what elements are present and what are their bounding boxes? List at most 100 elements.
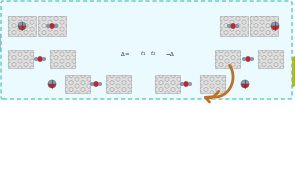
Circle shape [73, 67, 75, 70]
Circle shape [60, 84, 62, 86]
Circle shape [99, 67, 101, 70]
Circle shape [257, 75, 260, 77]
Bar [220, 16, 248, 36]
Circle shape [60, 75, 62, 77]
Circle shape [112, 66, 114, 68]
Circle shape [114, 67, 117, 70]
Circle shape [169, 75, 171, 77]
Circle shape [242, 72, 244, 74]
Circle shape [250, 79, 252, 82]
Circle shape [244, 67, 247, 70]
Circle shape [101, 66, 104, 68]
Circle shape [75, 81, 78, 83]
Circle shape [47, 70, 49, 73]
Polygon shape [8, 74, 12, 77]
Circle shape [101, 81, 104, 83]
Circle shape [242, 75, 244, 77]
Circle shape [114, 85, 117, 88]
Circle shape [96, 75, 99, 77]
Circle shape [218, 70, 221, 73]
Bar [5, 64, 290, 89]
Circle shape [68, 85, 70, 88]
Circle shape [226, 81, 229, 83]
Circle shape [255, 79, 257, 82]
Circle shape [244, 76, 247, 79]
Polygon shape [8, 80, 12, 83]
Circle shape [119, 67, 122, 70]
Circle shape [179, 66, 182, 68]
FancyArrowPatch shape [205, 91, 219, 102]
Circle shape [187, 79, 190, 82]
Circle shape [195, 84, 197, 86]
Circle shape [177, 79, 179, 82]
Circle shape [44, 66, 47, 68]
Polygon shape [261, 80, 265, 83]
Circle shape [195, 72, 197, 74]
Polygon shape [5, 57, 42, 61]
Circle shape [62, 85, 65, 88]
Circle shape [49, 84, 52, 86]
Circle shape [46, 24, 50, 28]
Circle shape [250, 67, 252, 70]
Circle shape [117, 66, 119, 68]
Circle shape [244, 79, 247, 82]
Bar [155, 75, 180, 93]
Circle shape [127, 66, 130, 68]
Circle shape [70, 66, 73, 68]
Circle shape [96, 66, 99, 68]
Circle shape [47, 79, 49, 82]
Circle shape [55, 75, 57, 77]
Circle shape [255, 76, 257, 79]
Circle shape [169, 66, 171, 68]
Circle shape [52, 85, 55, 88]
Circle shape [234, 70, 237, 73]
Circle shape [200, 72, 203, 74]
Text: $\Delta=$: $\Delta=$ [119, 50, 130, 58]
Circle shape [224, 76, 226, 79]
Circle shape [257, 66, 260, 68]
Circle shape [86, 66, 88, 68]
Circle shape [88, 67, 91, 70]
Circle shape [81, 66, 83, 68]
Circle shape [184, 81, 187, 83]
Circle shape [65, 72, 68, 74]
Circle shape [36, 85, 39, 88]
Polygon shape [270, 61, 274, 65]
Bar [50, 50, 75, 68]
Polygon shape [17, 61, 21, 65]
Circle shape [149, 69, 155, 75]
Circle shape [94, 76, 96, 79]
Circle shape [86, 75, 88, 77]
Circle shape [174, 66, 177, 68]
Circle shape [216, 72, 218, 74]
Circle shape [104, 76, 106, 79]
Circle shape [141, 73, 147, 79]
Circle shape [83, 70, 86, 73]
Circle shape [117, 72, 119, 74]
Circle shape [36, 76, 39, 79]
Circle shape [205, 84, 208, 86]
FancyBboxPatch shape [1, 1, 292, 99]
Circle shape [127, 75, 130, 77]
Circle shape [104, 85, 106, 88]
Circle shape [200, 66, 203, 68]
Wedge shape [241, 84, 249, 88]
Circle shape [182, 67, 184, 70]
Circle shape [229, 70, 231, 73]
Circle shape [237, 66, 239, 68]
Circle shape [99, 70, 101, 73]
Circle shape [114, 70, 117, 73]
Circle shape [190, 72, 192, 74]
Circle shape [62, 67, 65, 70]
Circle shape [166, 67, 169, 70]
Circle shape [57, 67, 60, 70]
Circle shape [197, 67, 200, 70]
Circle shape [195, 66, 197, 68]
Circle shape [174, 75, 177, 77]
Circle shape [237, 72, 239, 74]
Circle shape [257, 84, 260, 86]
Bar [65, 75, 90, 93]
Circle shape [177, 85, 179, 88]
Polygon shape [279, 61, 283, 65]
Text: tetrathiafulvalene: tetrathiafulvalene [127, 63, 167, 67]
